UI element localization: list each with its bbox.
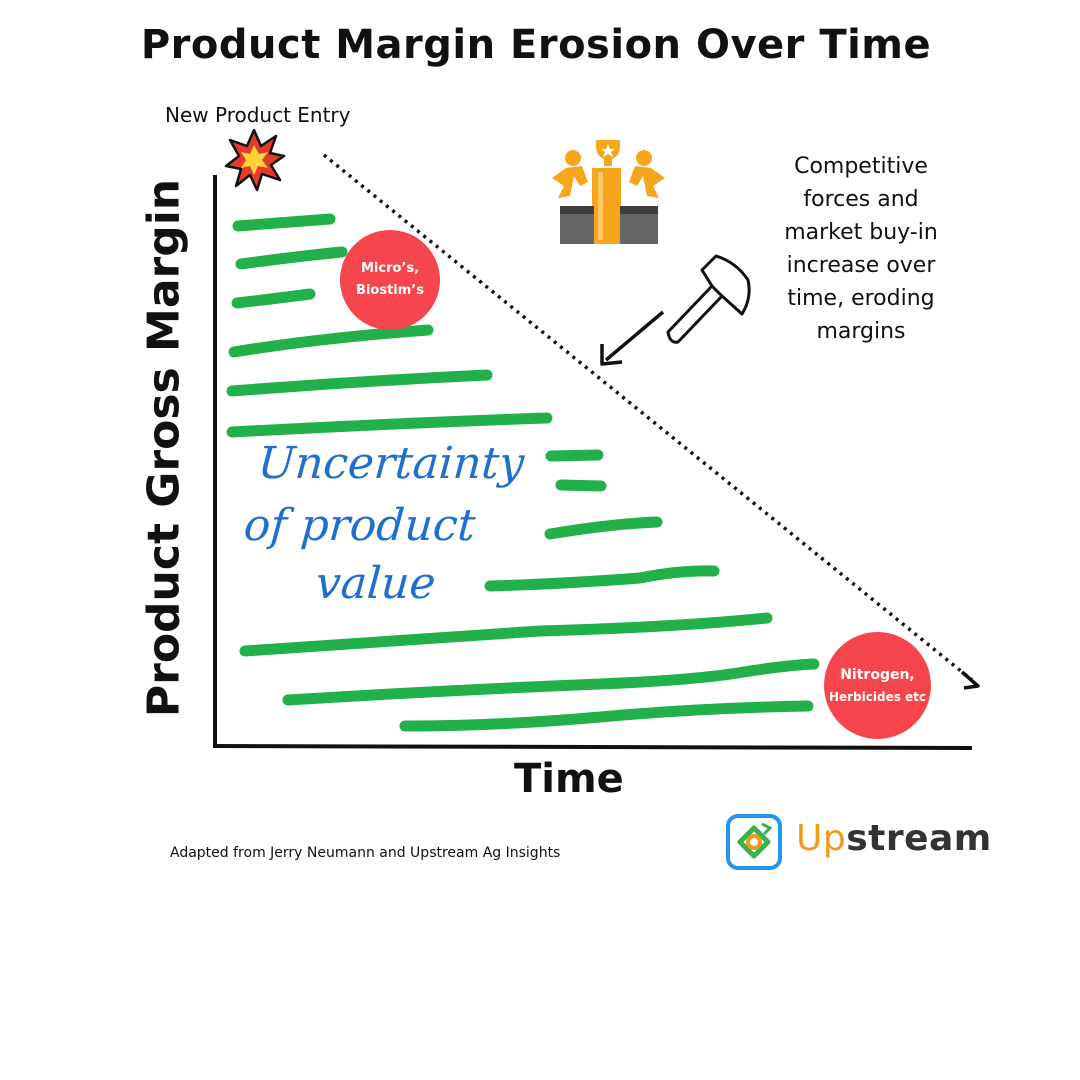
green-stroke [484, 565, 720, 592]
erosion-arrowhead [960, 670, 980, 690]
erosion-dotted-line [322, 153, 974, 682]
x-axis-label: Time [514, 756, 624, 802]
green-stroke [282, 658, 820, 706]
brand-up: Up [796, 818, 847, 859]
green-stroke [239, 612, 773, 657]
handwritten-line-2: of product [242, 500, 478, 551]
competition-note: Competitive forces and market buy-in inc… [784, 154, 938, 344]
new-product-entry-label: New Product Entry [165, 103, 351, 127]
arrow-icon-head [600, 344, 623, 366]
arrow-icon [604, 310, 665, 362]
green-strokes [226, 213, 820, 732]
green-stroke [545, 449, 604, 462]
micros-biostims-bubble: Micro’s, Biostim’s [340, 230, 440, 330]
handwritten-line-3: value [314, 558, 438, 609]
axe-icon [666, 254, 751, 344]
green-stroke [544, 516, 663, 540]
green-stroke [555, 479, 607, 492]
green-stroke [235, 246, 348, 270]
bubble-top-line1: Micro’s, [360, 261, 420, 276]
explosion-icon [224, 128, 286, 192]
green-stroke [226, 369, 493, 397]
page-title: Product Margin Erosion Over Time [140, 22, 932, 68]
brand-rest: stream [846, 818, 992, 859]
green-stroke [399, 700, 814, 732]
credit-text: Adapted from Jerry Neumann and Upstream … [170, 845, 561, 861]
handwritten-line-1: Uncertainty [256, 438, 526, 489]
green-stroke [226, 412, 553, 438]
green-stroke [232, 213, 336, 232]
y-axis-label: Product Gross Margin [138, 178, 190, 718]
bubble-bottom-line1: Nitrogen, [840, 666, 915, 683]
upstream-logo-icon [726, 814, 782, 870]
brand-name: Upstream [796, 818, 992, 859]
bubble-top-line2: Biostim’s [356, 283, 424, 298]
bubble-bottom-line2: Herbicides etc [828, 689, 927, 704]
x-axis [212, 744, 973, 750]
nitrogen-herbicides-bubble: Nitrogen, Herbicides etc [824, 632, 931, 739]
podium-icon [552, 140, 665, 244]
green-stroke [231, 288, 316, 309]
green-stroke [228, 324, 434, 358]
